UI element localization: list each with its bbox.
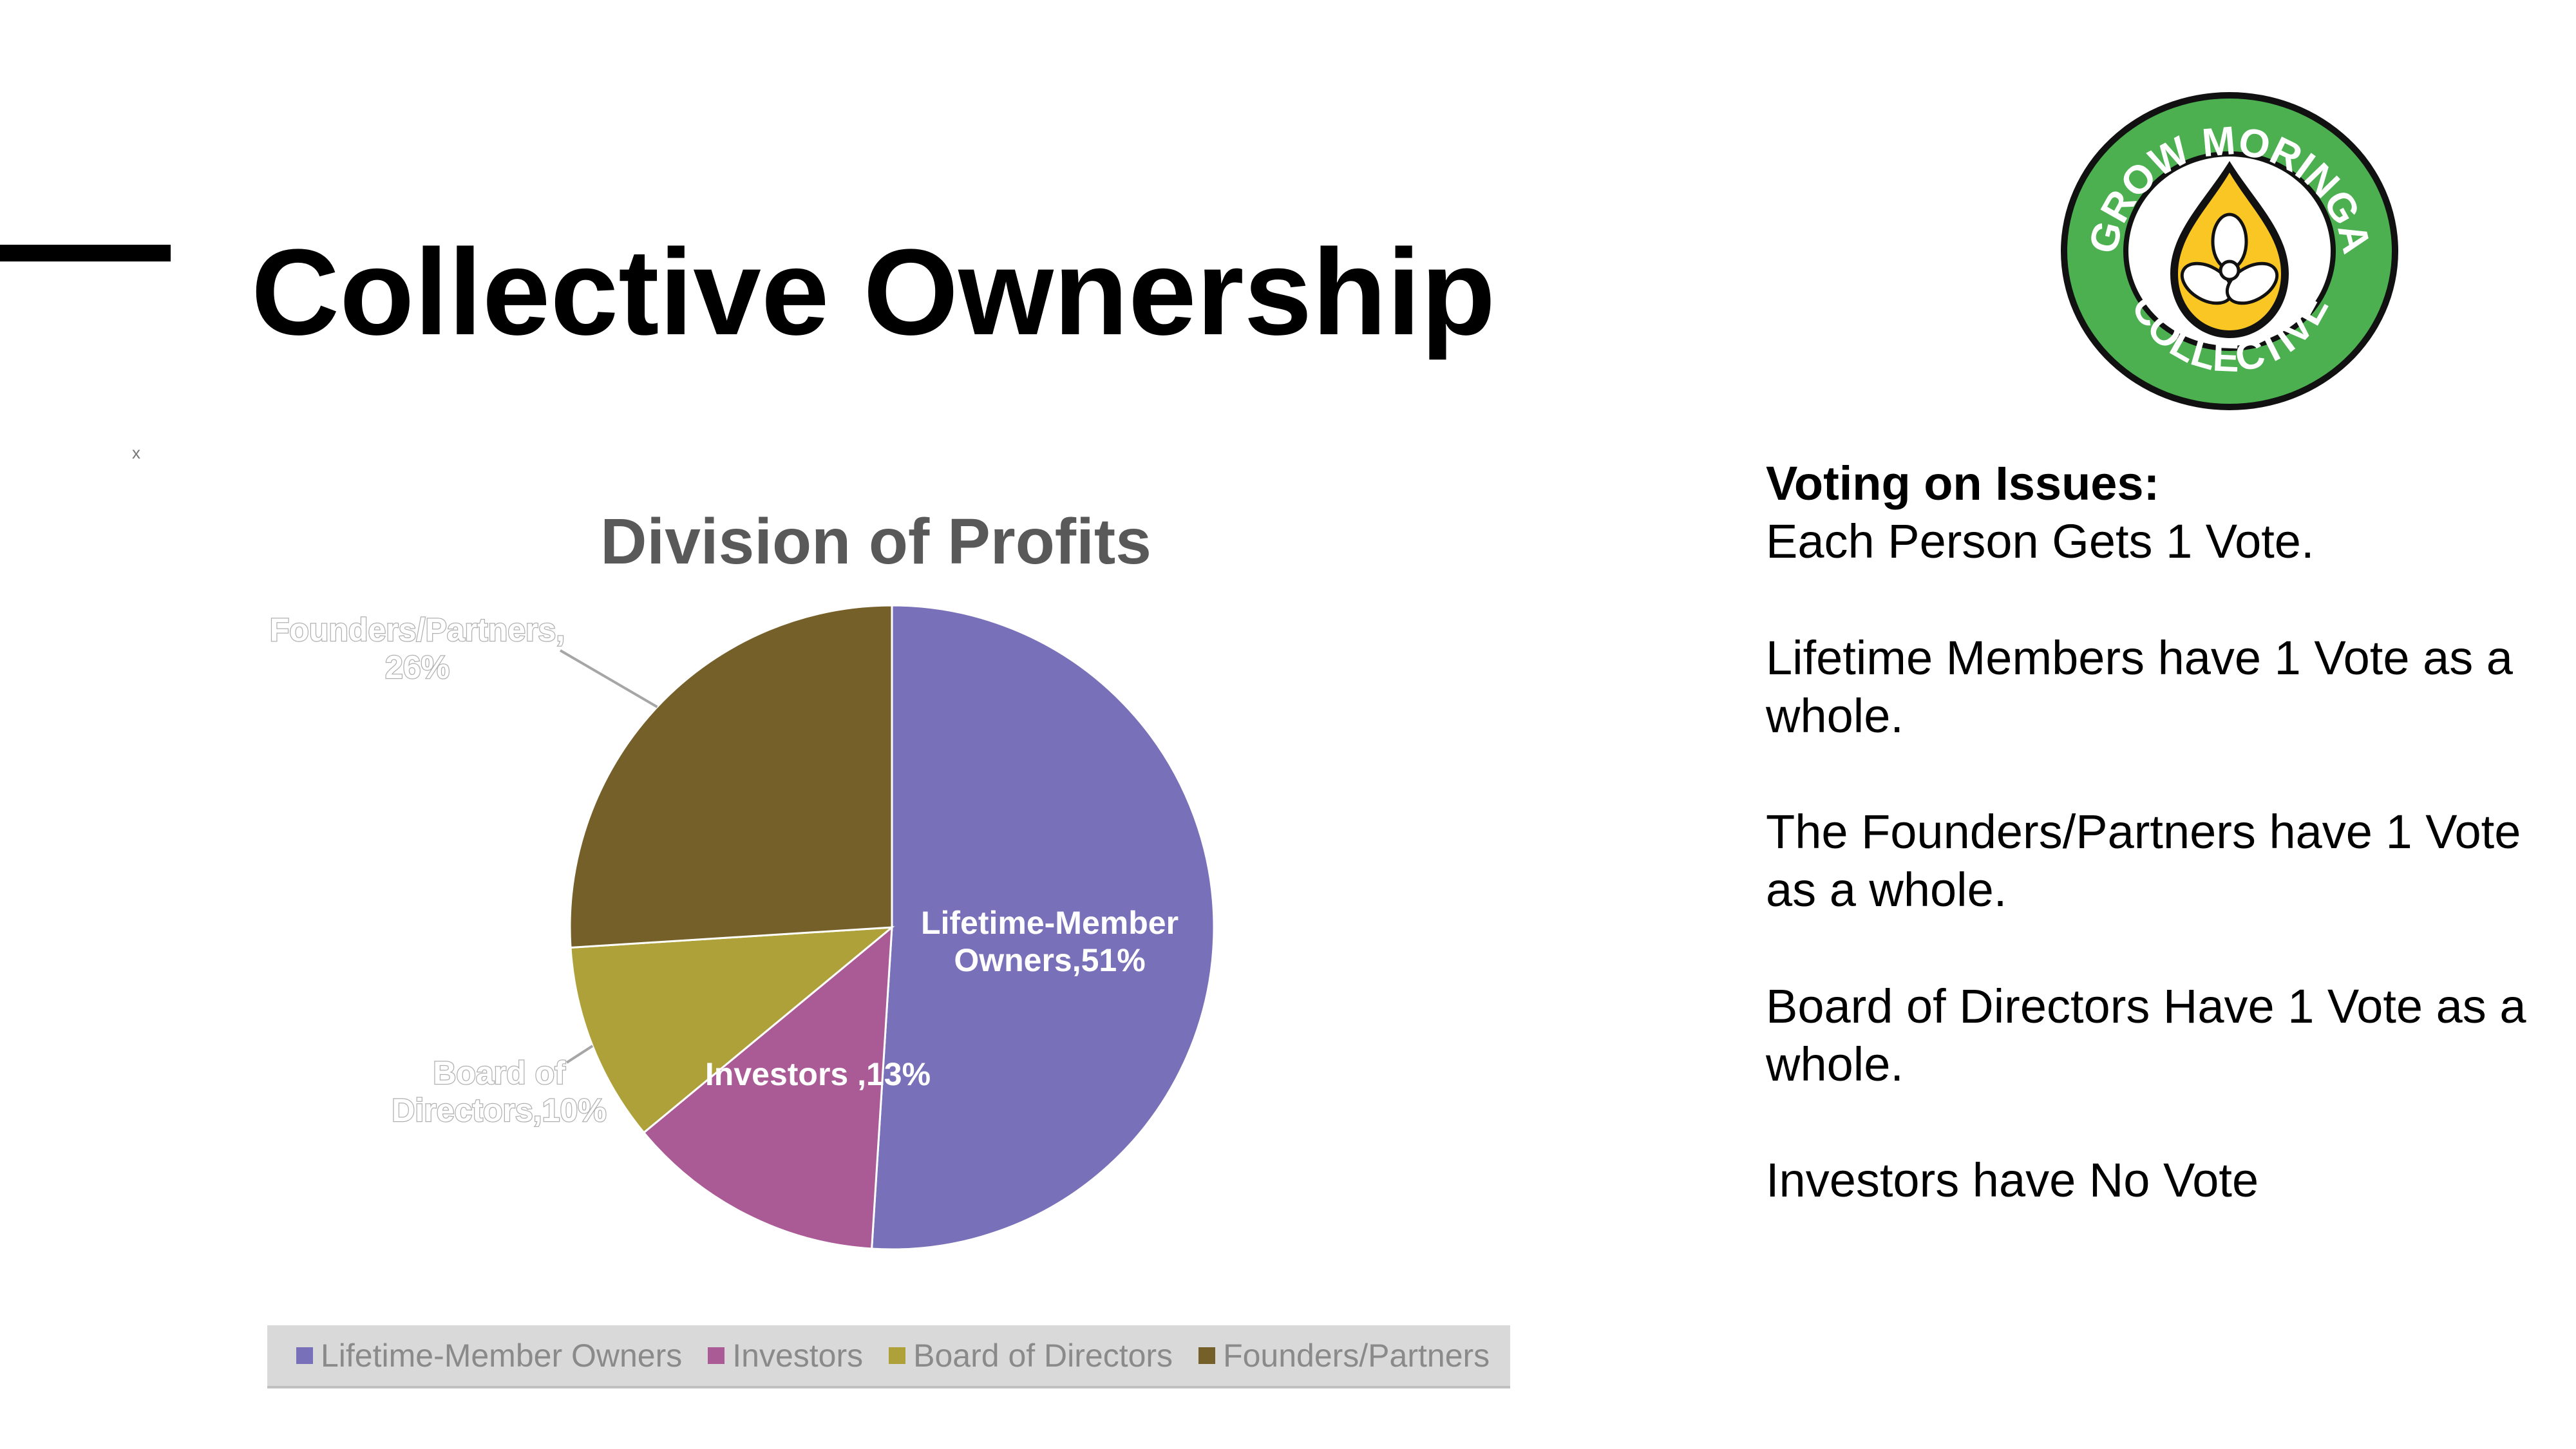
chart-legend: Lifetime-Member Owners Investors Board of … bbox=[267, 1325, 1510, 1388]
voting-line: Each Person Gets 1 Vote. bbox=[1766, 515, 2315, 569]
legend-label: Founders/Partners bbox=[1223, 1338, 1490, 1374]
voting-panel: Voting on Issues: Each Person Gets 1 Vot… bbox=[1766, 455, 2539, 1209]
legend-item: Investors bbox=[708, 1337, 863, 1374]
pie-slice-investors bbox=[642, 925, 893, 1250]
legend-label: Lifetime-Member Owners bbox=[321, 1338, 683, 1374]
legend-label: Board of Directors bbox=[913, 1338, 1173, 1374]
grow-moringa-logo: GROW MORINGA COLLECTIVE bbox=[2061, 92, 2398, 410]
legend-swatch bbox=[708, 1347, 725, 1364]
voting-line: Board of Directors Have 1 Vote as a whol… bbox=[1766, 979, 2526, 1091]
leader-line bbox=[559, 649, 658, 708]
legend-swatch bbox=[1198, 1347, 1216, 1364]
small-mark: x bbox=[132, 443, 140, 462]
legend-swatch bbox=[296, 1347, 313, 1364]
slide-title: Collective Ownership bbox=[251, 224, 1496, 361]
leaf-icon bbox=[2180, 213, 2279, 305]
slice-label: Lifetime-Member Owners,51% bbox=[921, 905, 1179, 978]
leader-line bbox=[565, 1045, 594, 1064]
voting-line: The Founders/Partners have 1 Vote as a w… bbox=[1766, 805, 2521, 917]
pie-slice-lifetime-member-owners bbox=[871, 604, 1215, 1251]
legend-item: Founders/Partners bbox=[1198, 1337, 1490, 1374]
voting-line: Investors have No Vote bbox=[1766, 1153, 2259, 1208]
pie-slice-board-of-directors bbox=[569, 926, 895, 1134]
voting-line: Lifetime Members have 1 Vote as a whole. bbox=[1766, 630, 2513, 743]
legend-label: Investors bbox=[732, 1338, 864, 1374]
slice-label: Board of Directors,10% bbox=[392, 1055, 607, 1128]
slice-label: Founders/Partners, 26% bbox=[270, 612, 565, 685]
voting-heading: Voting on Issues: bbox=[1766, 457, 2160, 510]
accent-bar bbox=[0, 245, 171, 261]
slice-label: Investors ,13% bbox=[705, 1056, 931, 1092]
legend-item: Lifetime-Member Owners bbox=[296, 1337, 682, 1374]
chart-title: Division of Profits bbox=[600, 506, 1151, 578]
legend-item: Board of Directors bbox=[889, 1337, 1173, 1374]
pie-slice-founders-partners bbox=[569, 604, 893, 949]
legend-swatch bbox=[889, 1347, 906, 1364]
